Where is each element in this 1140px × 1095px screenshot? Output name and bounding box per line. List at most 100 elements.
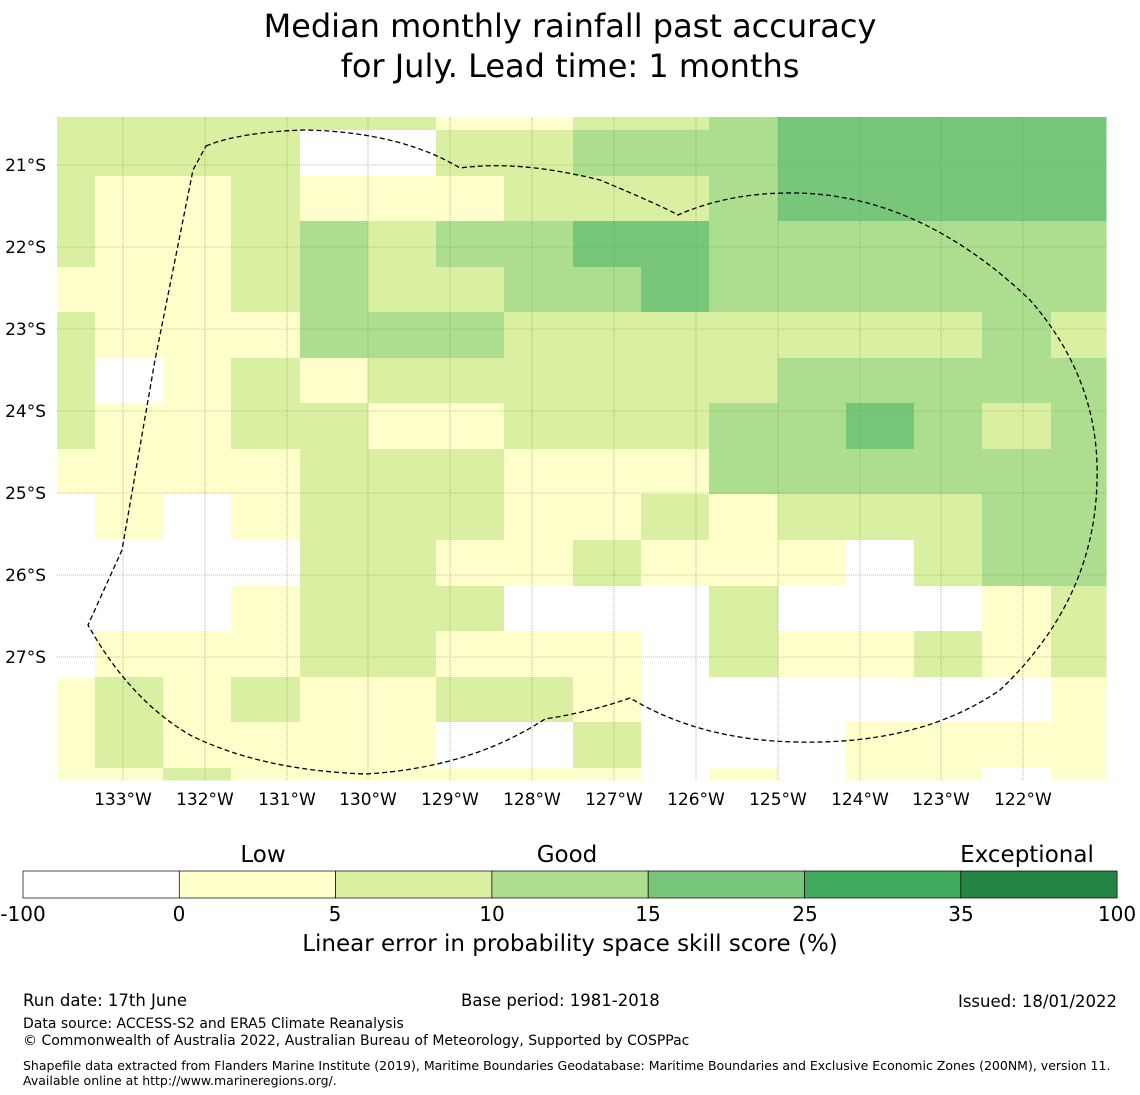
colorbar-segment	[178, 870, 336, 899]
skill-cell	[504, 267, 574, 313]
skill-cell	[982, 221, 1052, 268]
skill-cell	[982, 358, 1052, 404]
skill-cell	[778, 403, 847, 450]
skill-cell	[709, 267, 779, 313]
skill-cell	[95, 403, 164, 450]
skill-cell	[709, 494, 779, 541]
latitude-label: 23°S	[5, 320, 46, 340]
colorbar-segment	[647, 870, 805, 899]
skill-cell	[982, 130, 1052, 177]
skill-cell	[1051, 768, 1107, 781]
latitude-label: 21°S	[5, 156, 46, 176]
skill-cell	[300, 176, 369, 222]
skill-cell	[436, 312, 505, 359]
skill-cell	[573, 449, 642, 495]
skill-cell	[163, 130, 232, 177]
skill-cell	[641, 586, 710, 632]
skill-cell	[231, 449, 301, 495]
longitude-label: 130°W	[339, 790, 397, 810]
latitude-label: 24°S	[5, 402, 46, 422]
skill-cell	[231, 117, 301, 131]
skill-cell	[914, 358, 983, 404]
skill-cell	[846, 358, 915, 404]
skill-cell	[846, 722, 915, 769]
skill-cell	[300, 117, 369, 131]
skill-cell	[982, 677, 1052, 723]
skill-cell	[368, 117, 437, 131]
skill-cell	[504, 130, 574, 177]
skill-cell	[573, 494, 642, 541]
skill-cell	[436, 221, 505, 268]
skill-cell	[846, 267, 915, 313]
skill-cell	[300, 267, 369, 313]
skill-cell	[368, 358, 437, 404]
skill-cell	[778, 768, 847, 781]
skill-cell	[573, 221, 642, 268]
skill-cell	[57, 221, 96, 268]
skill-cell	[436, 176, 505, 222]
skill-cell	[778, 586, 847, 632]
skill-cell	[573, 722, 642, 769]
skill-cell	[368, 449, 437, 495]
skill-cell	[914, 403, 983, 450]
skill-cell	[641, 403, 710, 450]
skill-cell	[57, 677, 96, 723]
skill-cell	[982, 176, 1052, 222]
skill-cell	[231, 312, 301, 359]
skill-cell	[846, 130, 915, 177]
skill-cell	[846, 631, 915, 678]
skill-cell	[231, 494, 301, 541]
skill-cell	[1051, 403, 1107, 450]
colorbar-segment	[335, 870, 493, 899]
skill-cell	[368, 586, 437, 632]
skill-cell	[641, 117, 710, 131]
skill-cell	[231, 358, 301, 404]
skill-cell	[436, 677, 505, 723]
skill-cell	[368, 540, 437, 587]
skill-cell	[163, 358, 232, 404]
skill-cell	[982, 540, 1052, 587]
skill-cell	[1051, 267, 1107, 313]
map-title: Median monthly rainfall past accuracy fo…	[0, 6, 1140, 86]
colorbar-segment	[491, 870, 649, 899]
skill-cell	[1051, 117, 1107, 131]
skill-cell	[300, 722, 369, 769]
skill-cell	[709, 130, 779, 177]
skill-cell	[709, 403, 779, 450]
skill-cell	[1051, 540, 1107, 587]
skill-cell	[846, 494, 915, 541]
skill-cell	[163, 117, 232, 131]
colorbar-segment	[804, 870, 962, 899]
skill-cell	[300, 494, 369, 541]
skill-cell	[163, 722, 232, 769]
skill-cell	[57, 176, 96, 222]
skill-cell	[846, 540, 915, 587]
skill-cell	[163, 540, 232, 587]
skill-cell	[436, 586, 505, 632]
skill-cell	[504, 117, 574, 131]
longitude-label: 127°W	[585, 790, 643, 810]
skill-cell	[436, 403, 505, 450]
skill-cell	[436, 358, 505, 404]
skill-cell	[504, 176, 574, 222]
skill-cell	[709, 358, 779, 404]
colorbar	[22, 870, 1118, 899]
skill-cell	[504, 631, 574, 678]
longitude-label: 129°W	[421, 790, 479, 810]
skill-cell	[300, 768, 369, 781]
skill-cell	[300, 403, 369, 450]
skill-cell	[368, 768, 437, 781]
skill-cell	[300, 221, 369, 268]
skill-cell	[573, 586, 642, 632]
skill-cell	[300, 540, 369, 587]
latitude-label: 22°S	[5, 238, 46, 258]
skill-cell	[982, 494, 1052, 541]
skill-cell	[709, 540, 779, 587]
skill-cell	[163, 586, 232, 632]
skill-cell	[504, 449, 574, 495]
skill-cell	[300, 631, 369, 678]
skill-cell	[641, 130, 710, 177]
skill-cell	[778, 312, 847, 359]
skill-cell	[982, 117, 1052, 131]
skill-cell	[914, 768, 983, 781]
